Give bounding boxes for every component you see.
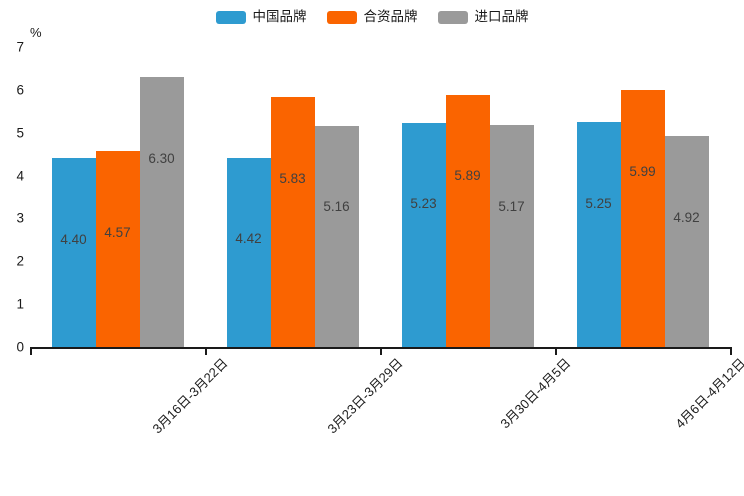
chart-legend: 中国品牌 合资品牌 进口品牌 xyxy=(0,6,744,28)
bar-value-label: 5.89 xyxy=(454,168,481,184)
legend-item-label: 进口品牌 xyxy=(474,9,529,25)
bar[interactable]: 4.57 xyxy=(95,151,140,347)
x-axis-tick xyxy=(205,347,207,355)
bar-value-label: 5.17 xyxy=(498,198,525,214)
x-axis-tick xyxy=(730,347,732,355)
y-axis-tick-label: 6 xyxy=(16,82,24,98)
legend-swatch-icon xyxy=(215,10,246,24)
bar-value-label: 5.83 xyxy=(279,170,306,186)
plot-area: 4.40 4.57 6.30 4.42 5.83 5.16 5.23 5.89 5.17 5.25… xyxy=(30,47,730,347)
bar-value-label: 5.16 xyxy=(323,199,350,215)
bar-value-label: 5.25 xyxy=(585,195,612,211)
y-axis-tick-label: 0 xyxy=(16,339,24,355)
bar-value-label: 5.23 xyxy=(410,196,437,212)
legend-swatch-icon xyxy=(437,10,468,24)
x-axis-category-label: 3月23日-3月29日 xyxy=(324,355,406,437)
legend-item-label: 中国品牌 xyxy=(252,9,307,25)
bar[interactable]: 4.92 xyxy=(664,136,709,347)
bar[interactable]: 5.23 xyxy=(401,122,446,347)
x-axis-tick xyxy=(30,347,32,355)
bar[interactable]: 4.42 xyxy=(226,157,271,347)
x-axis-category-label: 4月6日-4月12日 xyxy=(672,355,744,432)
x-axis-category-label: 3月30日-4月5日 xyxy=(497,355,574,432)
bar[interactable]: 4.40 xyxy=(51,158,96,347)
bar-value-label: 4.42 xyxy=(235,231,262,247)
legend-item-2[interactable]: 合资品牌 xyxy=(326,9,418,25)
y-axis-tick-label: 7 xyxy=(16,39,24,55)
y-axis-tick-label: 1 xyxy=(16,296,24,312)
bar-group: 5.25 5.99 4.92 xyxy=(555,47,730,347)
bar-group: 4.42 5.83 5.16 xyxy=(205,47,380,347)
y-axis-tick-label: 3 xyxy=(16,210,24,226)
y-axis-tick-label: 5 xyxy=(16,124,24,140)
legend-swatch-icon xyxy=(326,10,357,24)
bar-group: 5.23 5.89 5.17 xyxy=(380,47,555,347)
bar-value-label: 6.30 xyxy=(148,150,175,166)
y-axis-unit-label: % xyxy=(30,25,42,40)
bar-value-label: 5.99 xyxy=(629,163,656,179)
legend-item-3[interactable]: 进口品牌 xyxy=(437,9,529,25)
bar[interactable]: 5.16 xyxy=(314,125,359,347)
y-axis-tick-label: 2 xyxy=(16,253,24,269)
bar[interactable]: 5.17 xyxy=(489,125,534,347)
legend-item-1[interactable]: 中国品牌 xyxy=(215,9,307,25)
x-axis-tick xyxy=(555,347,557,355)
bar-value-label: 4.92 xyxy=(673,209,700,225)
bar[interactable]: 6.30 xyxy=(139,77,184,347)
y-axis-tick-label: 4 xyxy=(16,167,24,183)
legend-item-label: 合资品牌 xyxy=(363,9,418,25)
bar-group: 4.40 4.57 6.30 xyxy=(30,47,205,347)
bar[interactable]: 5.99 xyxy=(620,90,665,347)
bar[interactable]: 5.89 xyxy=(445,94,490,347)
x-axis-category-label: 3月16日-3月22日 xyxy=(149,355,231,437)
y-axis-tick-labels: 7 6 5 4 3 2 1 0 xyxy=(0,40,24,353)
bar[interactable]: 5.83 xyxy=(270,97,315,347)
bar-value-label: 4.57 xyxy=(104,224,131,240)
bar-value-label: 4.40 xyxy=(60,231,87,247)
x-axis-tick xyxy=(380,347,382,355)
bar[interactable]: 5.25 xyxy=(576,122,621,347)
